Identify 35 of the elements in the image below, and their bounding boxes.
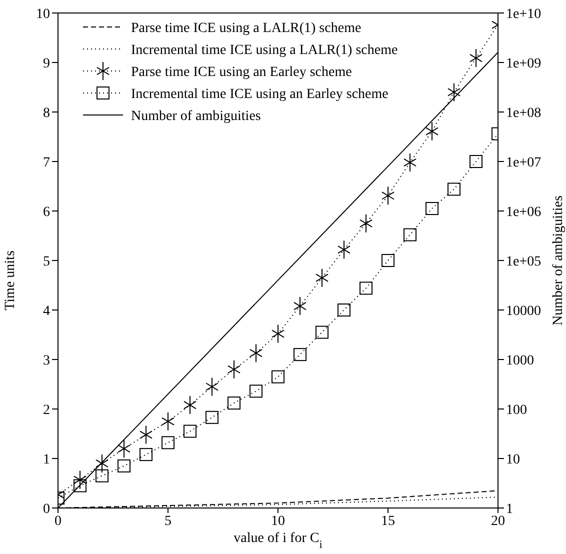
- legend-label: Incremental time ICE using a LALR(1) scheme: [131, 43, 398, 58]
- y2-tick-label: 100: [506, 402, 527, 418]
- x-axis-title: value of i for C$_{i}$: [234, 531, 322, 551]
- y-tick-label: 2: [43, 402, 50, 418]
- y-tick-label: 9: [43, 56, 50, 72]
- y2-tick-label: 1e+09: [506, 56, 542, 72]
- y2-tick-label: 10: [506, 452, 520, 468]
- y2-tick-label: 1e+10: [506, 6, 542, 22]
- y-tick-label: 1: [43, 452, 50, 468]
- y2-tick-label: 1000: [506, 353, 534, 368]
- legend-label: Parse time ICE using an Earley scheme: [131, 65, 352, 80]
- y2-tick-label: 1e+07: [506, 155, 542, 170]
- y-axis-title: Time units: [3, 250, 18, 310]
- y-tick-label: 4: [43, 304, 50, 319]
- legend-label: Parse time ICE using a LALR(1) scheme: [131, 21, 362, 36]
- y2-tick-label: 1e+06: [506, 204, 542, 220]
- y-tick-label: 3: [43, 353, 50, 368]
- y2-tick-label: 1: [506, 502, 513, 517]
- legend-label: Number of ambiguities: [131, 109, 261, 124]
- y-tick-label: 5: [43, 254, 50, 270]
- y2-tick-label: 1e+08: [506, 106, 542, 121]
- y-tick-label: 6: [43, 204, 50, 220]
- y2-axis-title: Number of ambiguities: [551, 196, 566, 326]
- y-tick-label: 8: [43, 106, 50, 121]
- x-tick-label: 15: [381, 514, 395, 529]
- y-tick-label: 10: [36, 6, 50, 22]
- x-tick-label: 10: [271, 514, 285, 529]
- x-tick-label: 5: [164, 514, 172, 529]
- x-tick-label: 0: [54, 514, 62, 529]
- y2-tick-label: 1e+05: [506, 254, 542, 270]
- y2-tick-label: 10000: [506, 304, 541, 319]
- y-tick-label: 0: [43, 502, 50, 517]
- y-tick-label: 7: [43, 155, 50, 170]
- x-tick-label: 20: [491, 514, 505, 529]
- legend-label: Incremental time ICE using an Earley scheme: [131, 87, 388, 102]
